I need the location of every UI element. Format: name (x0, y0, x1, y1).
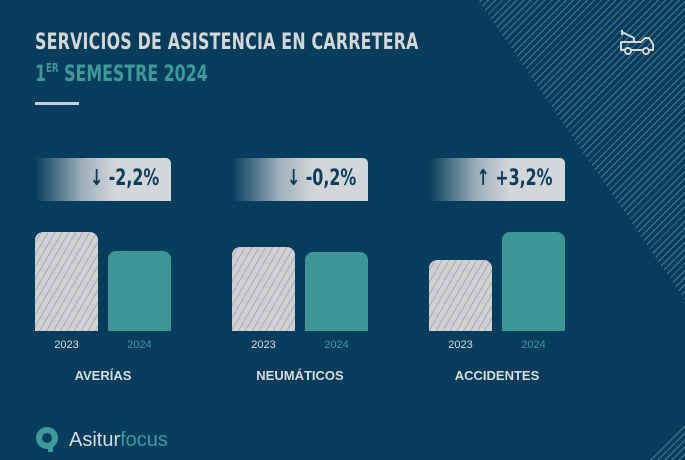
bar-2024 (305, 252, 368, 331)
change-label: ↑ +3,2% (477, 166, 553, 191)
year-label: 2023 (448, 339, 473, 351)
year-label: 2024 (324, 339, 349, 351)
brand-suffix: focus (120, 428, 168, 451)
change-badge: ↓ -0,2% (232, 158, 368, 201)
category-label: ACCIDENTES (454, 368, 540, 383)
category-label: AVERÍAS (74, 368, 132, 383)
year-label: 2024 (127, 339, 152, 351)
year-label: 2023 (54, 339, 79, 351)
asitur-q-icon (36, 427, 58, 452)
page-title: SERVICIOS DE ASISTENCIA EN CARRETERA (35, 30, 419, 55)
page-subtitle: 1ER SEMESTRE 2024 (35, 61, 208, 87)
bar-2023 (35, 232, 98, 331)
bar-2024 (108, 251, 171, 331)
change-badge: ↓ -2,2% (35, 158, 171, 201)
change-label: ↓ -0,2% (286, 166, 356, 191)
brand-name: Asitur (69, 428, 121, 451)
change-badge: ↑ +3,2% (429, 158, 565, 201)
tow-truck-icon (620, 30, 654, 55)
category-label: NEUMÁTICOS (256, 368, 344, 383)
year-label: 2024 (521, 339, 546, 351)
year-label: 2023 (251, 339, 276, 351)
bar-2024 (502, 232, 565, 331)
brand-logo: Asiturfocus (35, 427, 168, 453)
bar-2023 (429, 260, 492, 331)
bar-2023 (232, 247, 295, 331)
change-label: ↓ -2,2% (89, 166, 159, 191)
title-divider (35, 102, 79, 105)
